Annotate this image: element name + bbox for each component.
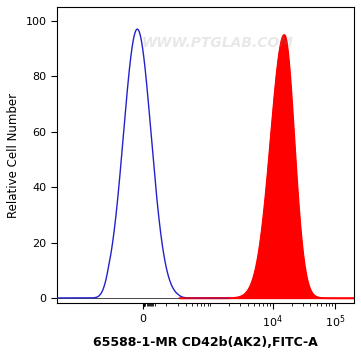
Text: WWW.PTGLAB.COM: WWW.PTGLAB.COM [142,36,293,49]
X-axis label: 65588-1-MR CD42b(AK2),FITC-A: 65588-1-MR CD42b(AK2),FITC-A [93,336,318,349]
Y-axis label: Relative Cell Number: Relative Cell Number [7,93,20,218]
